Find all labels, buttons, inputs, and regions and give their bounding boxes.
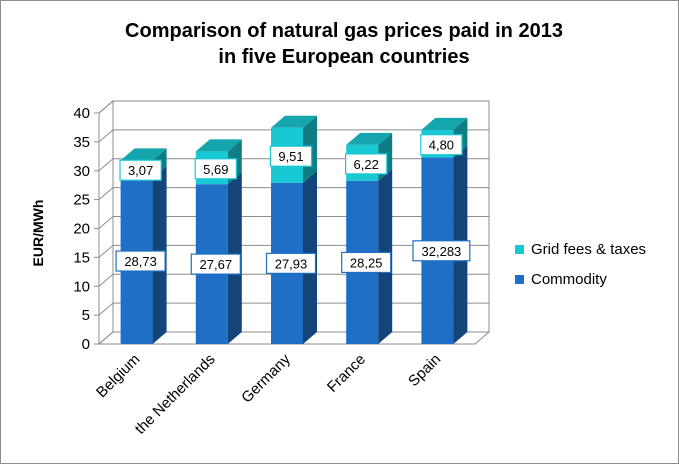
data-label: 5,69 xyxy=(194,158,237,180)
legend-swatch xyxy=(515,245,524,254)
data-label-box xyxy=(412,240,471,262)
x-category-label: the Netherlands xyxy=(132,351,219,438)
data-label-text: 9,51 xyxy=(278,149,303,164)
x-category-label: Germany xyxy=(238,350,294,406)
legend: Grid fees & taxes Commodity xyxy=(515,241,646,288)
x-category-label: France xyxy=(324,351,369,396)
y-tick-label: 40 xyxy=(73,105,90,122)
data-label-box xyxy=(190,253,241,275)
data-label: 3,07 xyxy=(119,159,162,181)
data-label: 32,283 xyxy=(412,240,471,262)
data-label-box xyxy=(194,158,237,180)
data-label-box xyxy=(341,251,392,274)
chart-title-line-2: in five European countries xyxy=(218,46,469,68)
data-label-text: 3,07 xyxy=(128,163,153,178)
legend-label: Grid fees & taxes xyxy=(531,241,646,258)
bar-top xyxy=(346,132,393,145)
legend-item: Commodity xyxy=(515,271,607,288)
data-label-text: 28,73 xyxy=(124,254,157,269)
data-label: 6,22 xyxy=(345,153,388,175)
y-tick-label: 20 xyxy=(73,221,90,238)
data-label-box xyxy=(420,134,463,156)
y-tick-label: 0 xyxy=(82,336,90,353)
y-axis-ticks: 0 5 10 15 20 25 30 35 40 xyxy=(73,105,90,353)
data-label: 9,51 xyxy=(269,145,313,167)
data-label-box xyxy=(269,145,313,167)
y-tick-label: 15 xyxy=(73,249,90,266)
y-axis-label: EUR/MWh xyxy=(30,200,46,267)
data-label: 28,73 xyxy=(115,250,166,272)
y-tick-label: 10 xyxy=(73,278,90,295)
x-category-label: Belgium xyxy=(93,351,143,401)
x-category-label: Spain xyxy=(405,351,444,390)
data-label-text: 4,80 xyxy=(429,138,454,153)
y-tick-label: 35 xyxy=(73,134,90,151)
data-label-box xyxy=(345,153,388,175)
y-tick-label: 5 xyxy=(82,307,90,324)
data-label: 4,80 xyxy=(420,134,463,156)
data-labels: 28,73 3,07 27,67 5,69 27,93 9,51 28,25 6,22 32,2… xyxy=(115,134,471,275)
chart-title-line-1: Comparison of natural gas prices paid in… xyxy=(125,20,563,42)
data-label-text: 32,283 xyxy=(422,244,462,259)
data-label-text: 27,67 xyxy=(200,257,233,272)
chart-title: Comparison of natural gas prices paid in… xyxy=(125,20,563,68)
bar-top xyxy=(421,117,468,130)
data-label-text: 28,25 xyxy=(350,255,383,270)
data-label-text: 6,22 xyxy=(354,157,379,172)
data-label: 28,25 xyxy=(341,251,392,274)
bar-top xyxy=(120,148,167,161)
data-label-box xyxy=(265,252,317,274)
gridline xyxy=(98,129,489,143)
data-label-box xyxy=(115,250,166,272)
y-tick-label: 30 xyxy=(73,163,90,180)
data-label-box xyxy=(119,159,162,181)
legend-item: Grid fees & taxes xyxy=(515,241,646,258)
legend-swatch xyxy=(515,275,524,284)
legend-label: Commodity xyxy=(531,271,607,288)
bar-top xyxy=(271,115,317,128)
bar-top xyxy=(195,139,242,152)
data-label-text: 5,69 xyxy=(203,162,228,177)
data-label: 27,67 xyxy=(190,253,241,275)
data-label: 27,93 xyxy=(265,252,317,274)
gridline xyxy=(98,100,489,114)
y-tick-label: 25 xyxy=(73,192,90,209)
data-label-text: 27,93 xyxy=(275,256,308,271)
